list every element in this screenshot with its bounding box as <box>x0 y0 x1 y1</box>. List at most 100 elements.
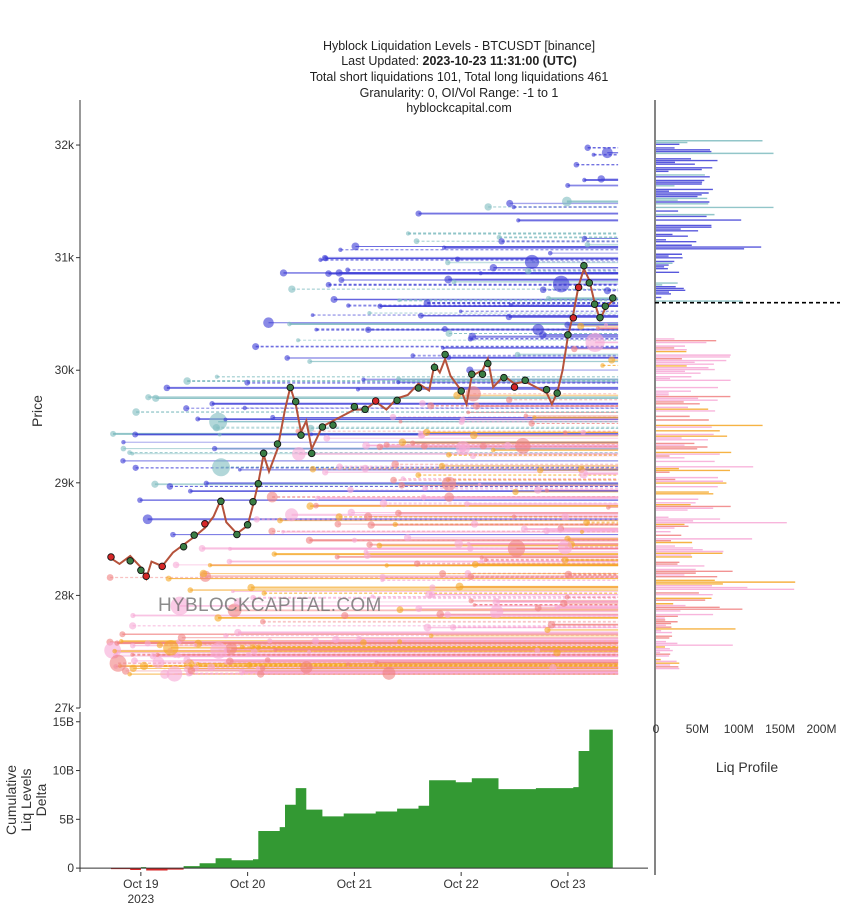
long-liq-bubble <box>305 536 314 544</box>
long-liq-bubble <box>106 574 114 581</box>
long-liq-bubble <box>444 611 452 619</box>
short-liq-event-marker <box>569 314 578 322</box>
long-liq-bubble <box>479 442 487 450</box>
long-liq-bubble <box>233 598 242 606</box>
short-liq-bubble <box>417 312 424 319</box>
long-liq-bubble <box>554 604 561 611</box>
delta-positive-area <box>111 729 613 869</box>
long-liq-bubble <box>583 519 590 526</box>
long-liq-bubble <box>273 647 278 652</box>
long-liq-bubble <box>170 596 190 616</box>
short-liq-bubble <box>458 309 463 314</box>
long-liq-event-marker <box>441 350 449 359</box>
long-liq-bubble <box>345 662 350 667</box>
short-liq-bubble <box>120 445 127 452</box>
long-liq-bubble <box>455 582 464 591</box>
long-liq-event-marker <box>393 396 401 405</box>
long-liq-bubble <box>322 469 329 476</box>
long-liq-bubble <box>523 413 529 419</box>
liquidation-event-markers <box>107 261 617 580</box>
short-liq-bubble <box>405 231 411 236</box>
long-liq-bubble <box>449 624 457 631</box>
long-liq-event-marker <box>137 566 145 575</box>
long-liq-event-marker <box>414 384 423 392</box>
short-liq-bubble <box>170 531 176 538</box>
long-liq-bubble <box>334 554 340 560</box>
long-liq-bubble <box>165 575 172 582</box>
long-liq-bubble <box>315 495 320 501</box>
short-liq-bubble <box>238 467 242 472</box>
profile-x-tick-label: 50M <box>686 722 709 736</box>
long-liq-bubble <box>271 551 277 557</box>
long-liq-bubble <box>511 514 517 519</box>
long-liq-bubble <box>379 573 386 581</box>
short-liq-bubble <box>242 405 247 411</box>
long-liq-bubble <box>255 644 262 651</box>
short-liq-bubble <box>561 196 572 207</box>
delta-y-ticks: 0 5B 10B 15B <box>53 715 80 875</box>
short-liq-bubble <box>195 416 201 422</box>
short-liq-event-marker <box>107 553 115 561</box>
long-liq-event-marker <box>329 421 337 429</box>
long-liq-bubble <box>464 501 470 507</box>
short-liq-bubble <box>270 414 276 420</box>
title-line-4: Granularity: 0, OI/Vol Range: -1 to 1 <box>360 86 559 100</box>
long-liq-bubble <box>472 603 477 607</box>
long-liq-bubble <box>266 491 278 503</box>
long-liq-event-marker <box>259 449 268 458</box>
long-liq-bubble <box>281 530 285 534</box>
long-liq-bubble <box>376 443 384 451</box>
long-liq-bubble <box>250 594 256 601</box>
short-liq-bubble <box>244 379 251 386</box>
short-liq-bubble <box>532 323 544 336</box>
long-liq-bubble <box>114 640 120 646</box>
long-liq-bubble <box>130 612 136 619</box>
long-liq-bubble <box>536 467 544 474</box>
long-liq-bubble <box>520 525 528 533</box>
short-liq-bubble <box>377 303 383 309</box>
long-liq-bubble <box>490 447 496 453</box>
title-line-1: Hyblock Liquidation Levels - BTCUSDT [bi… <box>323 39 595 53</box>
long-liq-event-marker <box>585 279 594 287</box>
long-liq-bubble <box>152 656 165 669</box>
date-x-tick-label: Oct 22 <box>443 877 479 891</box>
title-line-2-prefix: Last Updated: <box>341 54 422 68</box>
long-liq-bubble <box>534 604 542 612</box>
long-liq-bubble <box>193 643 198 648</box>
short-liq-bubble <box>552 275 570 293</box>
long-liq-bubble <box>397 639 403 645</box>
long-liq-bubble <box>223 633 229 639</box>
short-liq-bubble <box>132 464 139 471</box>
long-liq-bubble <box>403 534 412 542</box>
profile-x-tick-label: 150M <box>765 722 795 736</box>
liq-profile-panel: 0 50M 100M 150M 200M Liq Profile <box>653 100 840 875</box>
delta-axis-title-line: Cumulative <box>3 765 19 835</box>
short-liq-bubble <box>516 218 521 223</box>
short-liq-bubble <box>338 277 345 284</box>
long-liq-bubble <box>131 657 139 665</box>
long-liq-bubble <box>606 505 611 510</box>
long-liq-bubble <box>362 441 371 450</box>
long-liq-bubble <box>415 605 423 613</box>
long-liq-bubble <box>250 647 258 655</box>
long-liq-bubble <box>129 664 137 673</box>
short-liq-bubble <box>396 380 401 385</box>
long-liq-bubble <box>176 653 181 659</box>
short-liq-bubble <box>423 299 431 307</box>
short-liq-bubble <box>454 256 461 262</box>
long-liq-bubble <box>335 513 343 521</box>
long-liq-bubble <box>512 488 519 496</box>
long-liq-bubble <box>177 633 186 642</box>
long-liq-bubble <box>557 540 573 555</box>
price-y-tick-label: 28k <box>55 588 75 602</box>
short-liq-bubble <box>597 175 605 183</box>
long-liq-bubble <box>214 614 222 622</box>
long-liq-bubble <box>199 569 208 578</box>
long-liq-event-marker <box>457 387 465 395</box>
long-liq-bubble <box>376 542 383 549</box>
date-x-tick-label: Oct 21 <box>337 877 373 891</box>
short-liq-bubble <box>120 458 126 464</box>
short-liq-bubble <box>296 338 301 343</box>
short-liq-bubble <box>484 203 492 211</box>
long-liq-bubble <box>309 465 317 473</box>
